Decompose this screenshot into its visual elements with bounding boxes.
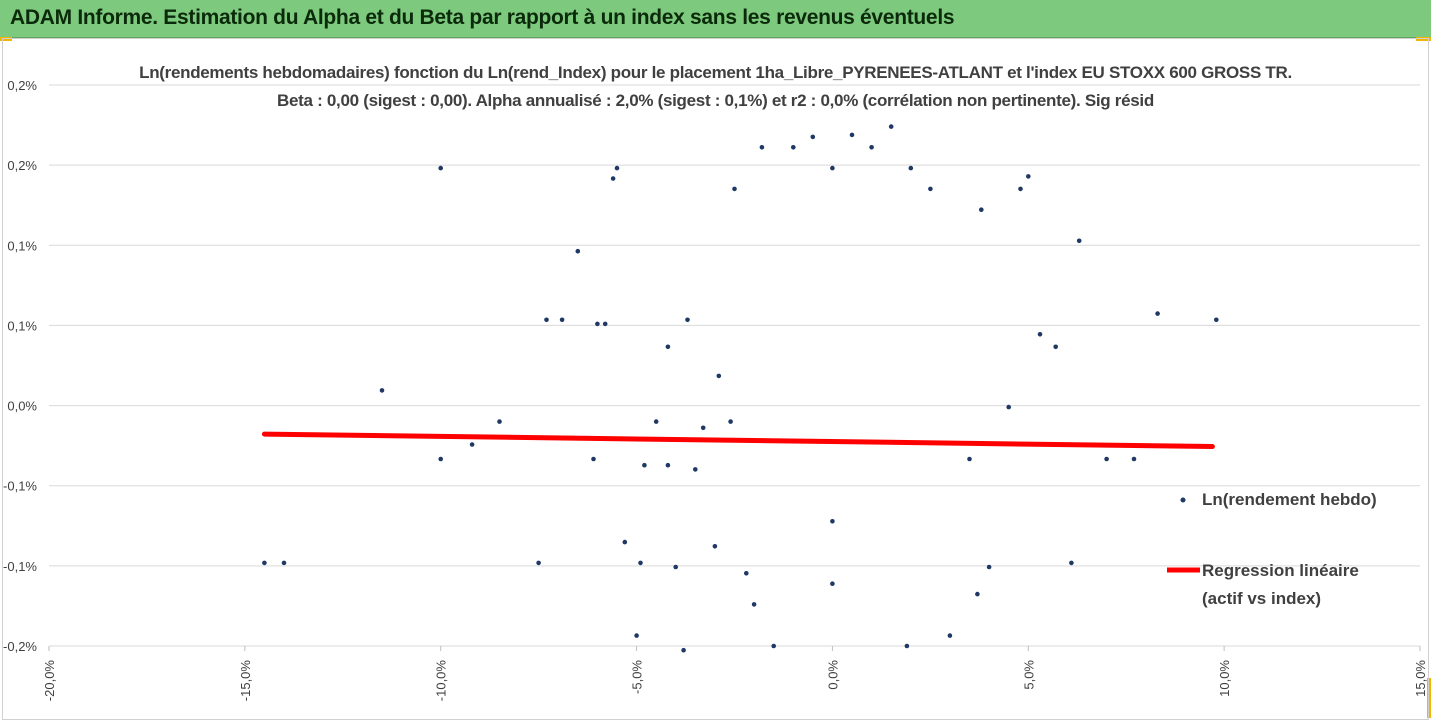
data-point xyxy=(536,560,541,566)
x-tick-label: -20,0% xyxy=(42,660,57,702)
x-tick-label: -5,0% xyxy=(630,660,645,694)
data-point xyxy=(379,388,385,393)
corner-accent-tr xyxy=(1416,37,1431,41)
y-tick-label: 0,1% xyxy=(7,318,37,333)
data-point xyxy=(1155,311,1160,316)
data-point xyxy=(673,564,678,570)
data-point xyxy=(544,317,549,323)
data-point xyxy=(602,321,608,327)
data-point xyxy=(830,165,835,171)
data-point xyxy=(642,462,647,468)
chart-area xyxy=(2,38,1429,720)
data-point xyxy=(830,581,835,586)
data-point xyxy=(634,633,639,638)
regression-line xyxy=(261,431,1215,450)
data-point xyxy=(665,344,671,350)
data-point xyxy=(975,591,980,597)
data-point xyxy=(1018,186,1023,192)
data-point xyxy=(979,207,984,212)
data-point xyxy=(1037,332,1043,337)
data-point xyxy=(591,456,596,462)
data-point xyxy=(759,145,765,150)
data-point xyxy=(849,132,855,138)
data-point xyxy=(1053,344,1058,350)
data-point xyxy=(744,571,749,576)
data-point xyxy=(610,176,616,181)
y-tick-label: 0,2% xyxy=(7,78,37,93)
x-tick-label: -10,0% xyxy=(434,660,449,702)
data-point xyxy=(869,145,874,150)
data-point xyxy=(712,544,718,549)
data-point xyxy=(438,165,444,171)
data-point xyxy=(732,186,737,192)
data-point xyxy=(810,134,816,140)
legend-label-scatter: Ln(rendement hebdo) xyxy=(1202,490,1377,509)
data-point xyxy=(281,560,287,566)
x-tick-label: 5,0% xyxy=(1021,660,1036,690)
data-point xyxy=(614,165,620,171)
data-point xyxy=(716,373,722,379)
data-point xyxy=(888,124,894,129)
data-point xyxy=(728,419,733,424)
data-point xyxy=(559,317,565,323)
data-point xyxy=(595,321,600,327)
data-point xyxy=(575,248,581,254)
data-point xyxy=(638,560,643,566)
y-tick-label: 0,1% xyxy=(7,238,37,253)
data-point xyxy=(967,456,972,462)
data-point xyxy=(469,442,475,447)
x-tick-label: 0,0% xyxy=(825,660,840,690)
y-tick-label: -0,1% xyxy=(3,559,37,574)
data-point xyxy=(1076,238,1082,244)
x-tick-label: 15,0% xyxy=(1413,660,1428,697)
data-point xyxy=(1026,174,1031,179)
data-point xyxy=(1131,456,1137,462)
data-point xyxy=(700,425,706,431)
data-point xyxy=(1104,456,1109,462)
data-point xyxy=(986,564,992,570)
data-point xyxy=(653,419,659,424)
data-point xyxy=(908,165,914,171)
x-tick-label: -15,0% xyxy=(238,660,253,702)
legend-label-regression: Regression linéaire xyxy=(1202,561,1359,580)
data-point xyxy=(665,462,671,468)
data-point xyxy=(681,647,686,653)
data-point xyxy=(830,519,835,524)
corner-accent-tl xyxy=(0,37,12,41)
legend-marker-scatter xyxy=(1180,497,1186,503)
y-tick-label: 0,2% xyxy=(7,158,37,173)
y-tick-label: -0,1% xyxy=(3,479,37,494)
data-point xyxy=(947,633,953,638)
chart-subtitle: Beta : 0,00 (sigest : 0,00). Alpha annua… xyxy=(277,91,1154,110)
data-point xyxy=(438,456,444,462)
data-point xyxy=(1006,404,1011,410)
legend-label-regression-2: (actif vs index) xyxy=(1202,589,1322,608)
y-tick-label: 0,0% xyxy=(7,399,37,414)
data-point xyxy=(1214,317,1219,323)
data-point xyxy=(1069,560,1074,566)
data-point xyxy=(771,643,776,649)
data-point xyxy=(928,186,933,192)
header-bar: ADAM Informe. Estimation du Alpha et du … xyxy=(0,0,1431,38)
data-point xyxy=(751,602,757,607)
chart-title: Ln(rendements hebdomadaires) fonction du… xyxy=(139,63,1292,82)
data-point xyxy=(497,419,502,424)
header-title: ADAM Informe. Estimation du Alpha et du … xyxy=(10,6,955,29)
x-tick-label: 10,0% xyxy=(1217,660,1232,697)
data-point xyxy=(622,539,628,545)
data-point xyxy=(685,317,690,323)
data-point xyxy=(904,643,910,649)
y-tick-label: -0,2% xyxy=(3,639,37,654)
data-point xyxy=(693,467,698,472)
data-point xyxy=(262,560,267,566)
data-point xyxy=(791,145,796,150)
corner-accent-br xyxy=(1427,678,1431,718)
